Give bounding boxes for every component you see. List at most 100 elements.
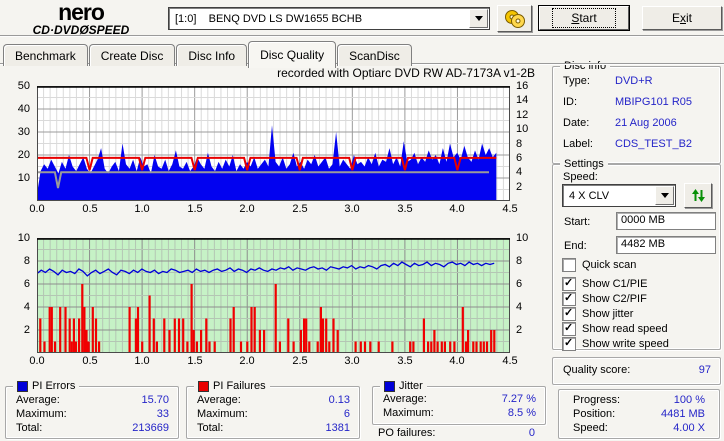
checkbox-row-show-write-speed[interactable]: Show write speed bbox=[562, 336, 669, 351]
po-failures-value: 0 bbox=[528, 427, 535, 439]
tick-label: 12 bbox=[516, 109, 529, 121]
tick-label: 4.5 bbox=[502, 355, 518, 367]
end-position-field[interactable]: 4482 MB bbox=[616, 236, 716, 254]
tick-label: 20 bbox=[17, 149, 30, 161]
tick-label: 4 bbox=[516, 166, 523, 178]
tick-label: 2.0 bbox=[239, 203, 255, 215]
checkbox-row-show-c2-pif[interactable]: Show C2/PIF bbox=[562, 291, 647, 306]
cd-dvd-speed-logo-text: CD·DVDØSPEED bbox=[32, 23, 130, 37]
pif-total-value: 1381 bbox=[325, 422, 350, 434]
chevron-down-icon bbox=[660, 193, 669, 198]
nero-logo: nero CD·DVDØSPEED bbox=[6, 1, 156, 37]
tick-label: 8 bbox=[516, 138, 523, 150]
pif-average-label: Average: bbox=[197, 394, 241, 406]
quick-scan-checkbox[interactable] bbox=[562, 258, 576, 272]
tick-label: 8 bbox=[516, 255, 523, 267]
exit-button-label: Exit bbox=[671, 11, 692, 25]
tick-label: 2.0 bbox=[239, 355, 255, 367]
tick-label: 2 bbox=[516, 324, 523, 336]
jitter-average-value: 7.27 % bbox=[501, 393, 536, 405]
start-button[interactable]: Start bbox=[538, 5, 630, 31]
speed-select-value: 4 X CLV bbox=[569, 189, 610, 202]
drive-selector[interactable]: [1:0] BENQ DVD LS DW1655 BCHB bbox=[168, 7, 490, 30]
tick-label: 40 bbox=[17, 103, 30, 115]
refresh-icon bbox=[691, 189, 705, 202]
refresh-button[interactable] bbox=[684, 183, 712, 208]
progress-group: Progress: 100 % Position: 4481 MB Speed: 4.… bbox=[558, 389, 720, 439]
speed-label: Speed: bbox=[563, 171, 598, 183]
tab-label: Disc Quality bbox=[260, 48, 325, 62]
jitter-title: Jitter bbox=[399, 380, 423, 392]
speed-select-dropdown-button[interactable] bbox=[655, 186, 674, 205]
show-read-speed-checkbox[interactable] bbox=[562, 321, 576, 336]
quality-score-value: 97 bbox=[698, 364, 711, 376]
pi-failures-stats-group: PI Failures Average: 0.13 Maximum: 6 Total… bbox=[186, 380, 360, 439]
tick-label: 30 bbox=[17, 126, 30, 138]
pi-errors-title: PI Errors bbox=[32, 380, 76, 392]
tick-label: 4 bbox=[23, 301, 30, 313]
pie-average-value: 15.70 bbox=[141, 394, 169, 406]
chevron-down-icon bbox=[474, 16, 483, 21]
tick-label: 2 bbox=[516, 181, 523, 193]
pie-left-axis: 10 20 30 40 50 bbox=[2, 80, 34, 201]
pif-maximum-label: Maximum: bbox=[197, 408, 248, 420]
tick-label: 10 bbox=[17, 172, 30, 184]
tick-label: 50 bbox=[17, 80, 30, 92]
checkbox-row-quick-scan[interactable]: Quick scan bbox=[562, 258, 636, 272]
show-write-speed-checkbox[interactable] bbox=[562, 336, 576, 351]
progress-label: Progress: bbox=[573, 394, 621, 406]
tick-label: 0.5 bbox=[82, 203, 98, 215]
quality-score-label: Quality score: bbox=[563, 364, 631, 376]
tick-label: 16 bbox=[516, 80, 529, 92]
pi-errors-legend: PI Errors bbox=[13, 380, 80, 392]
start-position-field[interactable]: 0000 MB bbox=[616, 212, 716, 230]
drive-selector-dropdown-button[interactable] bbox=[469, 9, 488, 28]
tick-label: 4.0 bbox=[449, 203, 465, 215]
tick-label: 14 bbox=[516, 94, 529, 106]
show-c2-pif-checkbox[interactable] bbox=[562, 291, 576, 306]
jitter-maximum-value: 8.5 % bbox=[507, 407, 536, 419]
discs-icon bbox=[504, 9, 525, 28]
jitter-color-swatch bbox=[384, 380, 395, 392]
tab-scandisc[interactable]: ScanDisc bbox=[337, 44, 412, 66]
checkbox-row-show-jitter[interactable]: Show jitter bbox=[562, 306, 633, 321]
pi-failures-legend: PI Failures bbox=[194, 380, 270, 392]
show-jitter-checkbox[interactable] bbox=[562, 306, 576, 321]
exit-button[interactable]: Exit bbox=[642, 6, 722, 30]
tab-disc-quality[interactable]: Disc Quality bbox=[248, 41, 337, 68]
tick-label: 3.5 bbox=[397, 355, 413, 367]
speed-select[interactable]: 4 X CLV bbox=[562, 184, 676, 207]
tick-label: 10 bbox=[17, 232, 30, 244]
disc-id-label: ID: bbox=[563, 96, 578, 108]
eject-disc-button[interactable] bbox=[497, 5, 532, 32]
pif-total-label: Total: bbox=[197, 422, 224, 434]
tick-label: 4.0 bbox=[449, 355, 465, 367]
tick-label: 1.5 bbox=[187, 203, 203, 215]
tick-label: 3.5 bbox=[397, 203, 413, 215]
checkbox-row-show-c1-pie[interactable]: Show C1/PIE bbox=[562, 276, 648, 291]
pif-maximum-value: 6 bbox=[343, 408, 350, 420]
disc-date-value: 21 Aug 2006 bbox=[615, 117, 677, 129]
tick-label: 6 bbox=[23, 278, 30, 290]
speed-value-label: Speed: bbox=[573, 422, 608, 434]
pif-average-value: 0.13 bbox=[328, 394, 350, 406]
tab-label: Benchmark bbox=[15, 48, 76, 63]
disc-info-group: Disc info Type: DVD+R ID: MBIPG101 R05 Dat… bbox=[552, 60, 721, 164]
tick-label: 4.5 bbox=[502, 203, 518, 215]
tab-disc-info[interactable]: Disc Info bbox=[176, 44, 248, 66]
settings-group: Settings Speed: bbox=[552, 158, 721, 350]
start-position-label: Start: bbox=[564, 216, 591, 228]
tick-label: 6 bbox=[516, 152, 523, 164]
checkbox-row-show-read-speed[interactable]: Show read speed bbox=[562, 321, 668, 336]
pif-jitter-chart-canvas bbox=[37, 238, 510, 353]
start-button-label: Start bbox=[552, 8, 616, 28]
disc-label-value: CDS_TEST_B2 bbox=[615, 138, 693, 150]
pie-average-label: Average: bbox=[16, 394, 60, 406]
show-c1-pie-checkbox[interactable] bbox=[562, 276, 576, 291]
pi-errors-stats-group: PI Errors Average: 15.70 Maximum: 33 Total… bbox=[5, 380, 179, 439]
show-c1-pie-label: Show C1/PIE bbox=[582, 278, 648, 290]
tab-create-disc[interactable]: Create Disc bbox=[88, 44, 176, 66]
settings-title: Settings bbox=[560, 158, 608, 170]
tab-benchmark[interactable]: Benchmark bbox=[3, 44, 88, 66]
pi-failures-title: PI Failures bbox=[213, 380, 266, 392]
